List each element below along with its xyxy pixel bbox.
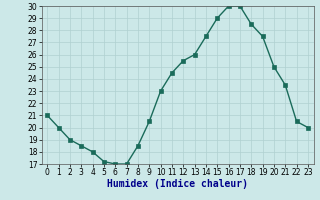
X-axis label: Humidex (Indice chaleur): Humidex (Indice chaleur) xyxy=(107,179,248,189)
